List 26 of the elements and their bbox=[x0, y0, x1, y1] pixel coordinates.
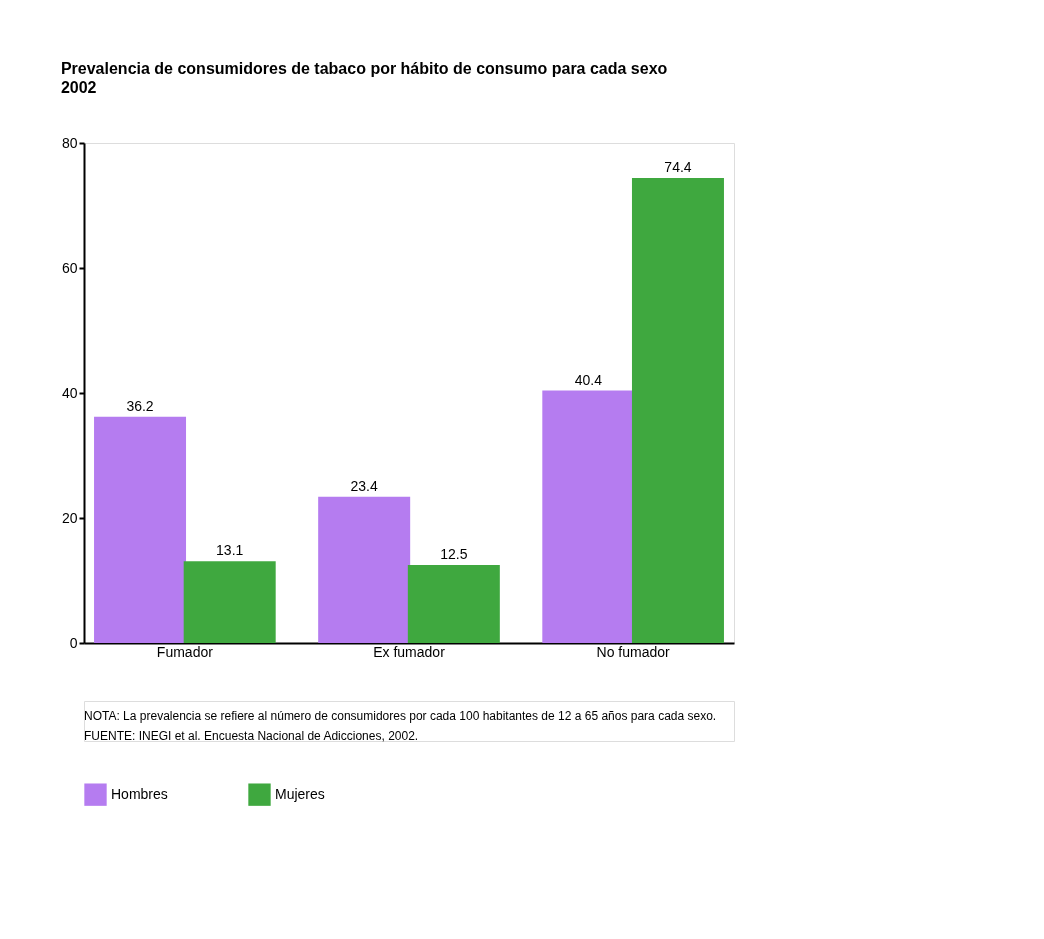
x-tick-label: No fumador bbox=[596, 643, 671, 660]
chart-subtitle: 2002 bbox=[60, 78, 97, 96]
y-tick-label: 60 bbox=[61, 259, 78, 276]
bar bbox=[631, 178, 724, 643]
bar bbox=[318, 496, 411, 643]
bar bbox=[183, 561, 276, 643]
y-tick-label: 40 bbox=[61, 384, 78, 401]
data-label: 40.4 bbox=[574, 371, 603, 388]
bar bbox=[94, 416, 187, 643]
x-tick-label: Fumador bbox=[156, 643, 214, 660]
source-note: FUENTE: INEGI et al. Encuesta Nacional de Adicciones, 2002. bbox=[84, 729, 419, 743]
y-tick-label: 20 bbox=[61, 509, 78, 526]
bar bbox=[542, 390, 635, 643]
x-tick-label: Ex fumador bbox=[373, 643, 446, 660]
data-label: 23.4 bbox=[350, 477, 379, 494]
data-label: 36.2 bbox=[126, 397, 154, 414]
data-label: 12.5 bbox=[440, 545, 468, 562]
data-label: 13.1 bbox=[216, 542, 244, 559]
chart-title: Prevalencia de consumidores de tabaco por hábito de consumo para cada sexo bbox=[60, 59, 668, 77]
legend-label: Mujeres bbox=[275, 785, 325, 802]
y-tick-label: 80 bbox=[61, 134, 78, 151]
text: NOTA: La prevalencia se refiere al número de consumidores por cada 100 habitantes de 12 a 65 años para cada sexo. bbox=[84, 709, 717, 723]
bar bbox=[407, 564, 500, 643]
legend-label: Hombres bbox=[111, 785, 168, 802]
data-label: 74.4 bbox=[664, 159, 692, 175]
y-tick-label: 0 bbox=[69, 634, 78, 651]
